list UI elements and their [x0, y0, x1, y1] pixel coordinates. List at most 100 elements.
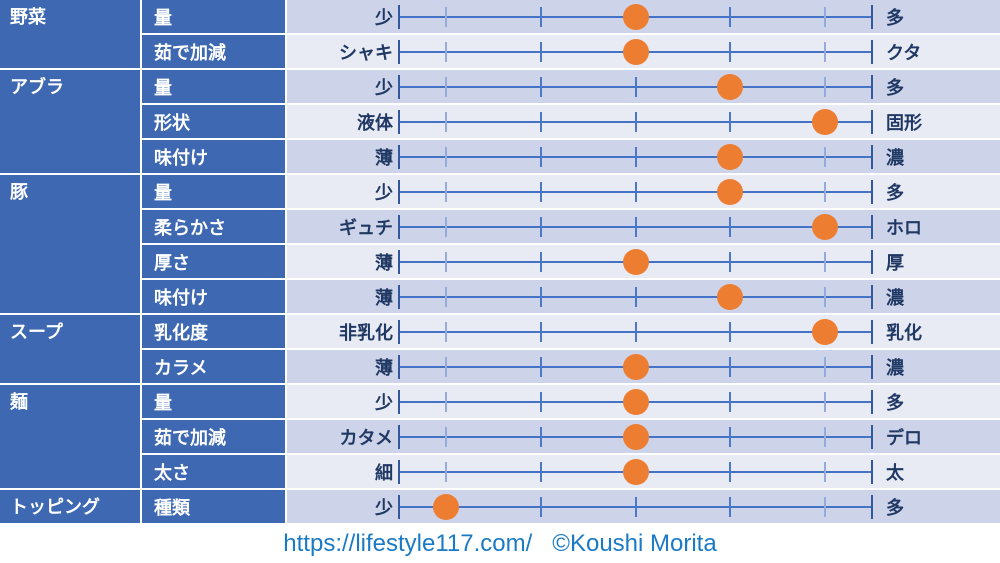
scale-cell: 液体 固形 — [287, 105, 1000, 138]
scale-right-label: 固形 — [886, 112, 922, 133]
attribute-cell: 味付け — [142, 140, 287, 173]
tick-mark — [823, 426, 826, 447]
tick-mark — [634, 496, 637, 517]
tick-mark — [823, 76, 826, 97]
scale-cell: シャキ クタ — [287, 35, 1000, 68]
slider-track — [398, 70, 873, 103]
tick-mark — [445, 391, 448, 412]
group-rows: 量少多茹で加減 シャキ クタ — [142, 0, 1000, 68]
slider-track — [398, 280, 873, 313]
tick-mark — [445, 6, 448, 27]
attribute-cell: 種類 — [142, 490, 287, 523]
scale-cell: 薄厚 — [287, 245, 1000, 278]
slider-track — [398, 455, 873, 488]
scale-right-label: クタ — [886, 42, 922, 63]
slider-track — [398, 210, 873, 243]
tick-mark — [871, 354, 873, 379]
rating-dot — [811, 318, 838, 345]
category-group: トッピング 種類少多 — [0, 490, 1000, 525]
slider-track — [398, 420, 873, 453]
tick-mark — [445, 76, 448, 97]
scale-left-label: 液体 — [357, 112, 393, 133]
tick-mark — [729, 496, 732, 517]
rating-dot — [811, 213, 838, 240]
tick-mark — [871, 179, 873, 204]
scale-cell: 薄濃 — [287, 350, 1000, 383]
tick-mark — [871, 214, 873, 239]
attribute-cell: カラメ — [142, 350, 287, 383]
tick-mark — [445, 216, 448, 237]
rating-row: 味付け薄濃 — [142, 280, 1000, 313]
scale-left-label: 薄 — [375, 147, 393, 168]
tick-mark — [823, 286, 826, 307]
tick-mark — [823, 391, 826, 412]
scale-left-label: 非乳化 — [339, 322, 393, 343]
category-cell: 豚 — [0, 175, 142, 313]
scale-right-label: 濃 — [886, 147, 904, 168]
scale-left-label: 薄 — [375, 357, 393, 378]
slider-track — [398, 385, 873, 418]
scale-right-label: 多 — [886, 182, 904, 203]
rating-row: 厚さ薄厚 — [142, 245, 1000, 280]
tick-mark — [445, 111, 448, 132]
rating-row: 乳化度 非乳化 乳化 — [142, 315, 1000, 350]
tick-mark — [445, 461, 448, 482]
tick-mark — [445, 251, 448, 272]
tick-mark — [634, 111, 637, 132]
slider-track — [398, 245, 873, 278]
tick-mark — [445, 181, 448, 202]
scale-left-label: 少 — [375, 182, 393, 203]
rating-row: 量少多 — [142, 70, 1000, 105]
category-group: 野菜量少多茹で加減 シャキ クタ — [0, 0, 1000, 70]
tick-mark — [539, 216, 542, 237]
tick-mark — [539, 111, 542, 132]
tick-mark — [398, 4, 400, 29]
scale-left-label: 少 — [375, 7, 393, 28]
slider-track — [398, 35, 873, 68]
scale-right-label: 多 — [886, 497, 904, 518]
scale-right-label: 乳化 — [886, 322, 922, 343]
rating-dot — [811, 108, 838, 135]
rating-row: 茹で加減 シャキ クタ — [142, 35, 1000, 68]
tick-mark — [729, 6, 732, 27]
slider-track — [398, 0, 873, 33]
tick-mark — [729, 321, 732, 342]
tick-mark — [398, 354, 400, 379]
tick-mark — [398, 389, 400, 414]
scale-cell: 細太 — [287, 455, 1000, 488]
tick-mark — [634, 76, 637, 97]
slider-track — [398, 105, 873, 138]
tick-mark — [871, 249, 873, 274]
scale-left-label: 薄 — [375, 287, 393, 308]
rating-row: 量少多 — [142, 385, 1000, 420]
attribute-cell: 茹で加減 — [142, 35, 287, 68]
category-cell: 野菜 — [0, 0, 142, 68]
rating-table: 野菜量少多茹で加減 シャキ クタ アブラ量少多形状 液体 固形 味付け薄濃豚量少多柔らかさギ… — [0, 0, 1000, 525]
rating-row: カラメ薄濃 — [142, 350, 1000, 383]
rating-row: 茹で加減 カタメ デロ — [142, 420, 1000, 455]
tick-mark — [729, 251, 732, 272]
scale-left-label: カタメ — [339, 427, 393, 448]
tick-mark — [445, 356, 448, 377]
group-rows: 量少多形状 液体 固形 味付け薄濃 — [142, 70, 1000, 173]
scale-right-label: 多 — [886, 77, 904, 98]
tick-mark — [729, 41, 732, 62]
attribute-cell: 乳化度 — [142, 315, 287, 348]
slider-track — [398, 175, 873, 208]
rating-row: 量少多 — [142, 175, 1000, 210]
tick-mark — [398, 39, 400, 64]
scale-right-label: 多 — [886, 392, 904, 413]
scale-cell: ギュチ ホロ — [287, 210, 1000, 243]
tick-mark — [823, 251, 826, 272]
rating-dot — [717, 283, 744, 310]
rating-dot — [622, 388, 649, 415]
tick-mark — [871, 284, 873, 309]
tick-mark — [398, 109, 400, 134]
scale-cell: カタメ デロ — [287, 420, 1000, 453]
scale-cell: 非乳化 乳化 — [287, 315, 1000, 348]
rating-dot — [433, 493, 460, 520]
tick-mark — [871, 144, 873, 169]
rating-row: 量少多 — [142, 0, 1000, 35]
rating-dot — [622, 423, 649, 450]
